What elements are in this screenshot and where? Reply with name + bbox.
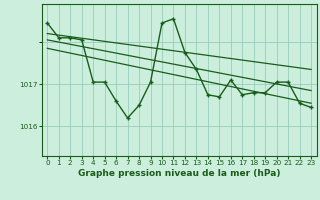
X-axis label: Graphe pression niveau de la mer (hPa): Graphe pression niveau de la mer (hPa) bbox=[78, 169, 280, 178]
